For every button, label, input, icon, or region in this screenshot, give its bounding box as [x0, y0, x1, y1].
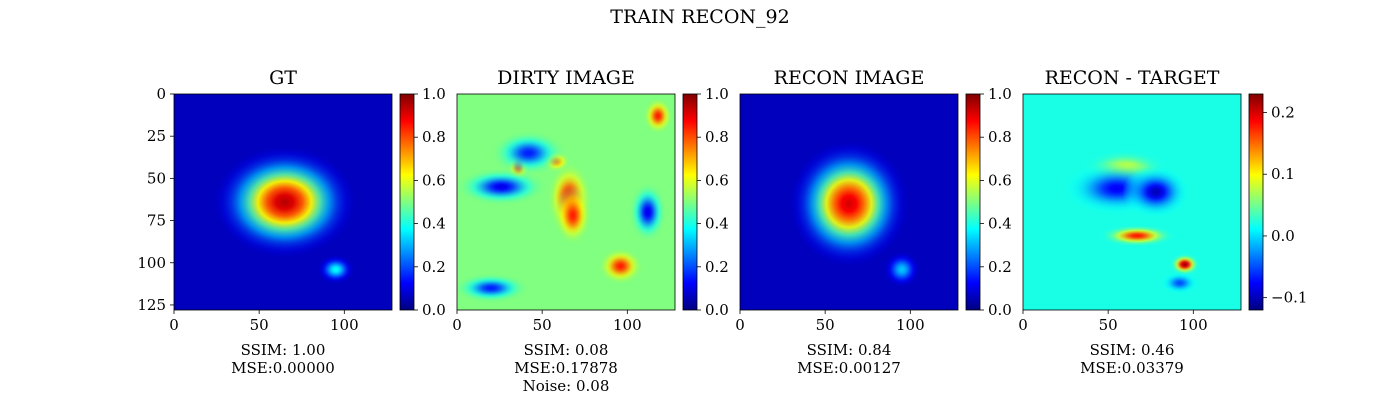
- colorbar-tick-label: 1.0: [705, 85, 729, 103]
- heatmap-feature: [213, 146, 356, 258]
- colorbar-tick-label: 0.0: [988, 301, 1012, 319]
- heatmap-panel-0: 0 50 100 0 25 50 75 100 125: [137, 85, 393, 334]
- x-tick-label: 50: [250, 316, 269, 334]
- colorbar-tick-label: 1.0: [988, 85, 1012, 103]
- stat-mse: MSE:0.00000: [231, 359, 335, 377]
- stats-residual: SSIM: 0.46 MSE:0.03379: [1032, 341, 1232, 377]
- y-tick-label: 125: [137, 296, 166, 314]
- colorbar-tick-label: 0.2: [705, 258, 729, 276]
- stats-dirty: SSIM: 0.08 MSE:0.17878 Noise: 0.08: [466, 341, 666, 395]
- colorbar-0: 0.0 0.2 0.4 0.6 0.8 1.0: [399, 85, 446, 319]
- stat-ssim: SSIM: 1.00: [240, 341, 326, 359]
- x-tick-label: 100: [1179, 316, 1208, 334]
- colorbar-tick-label: 0.6: [988, 171, 1012, 189]
- stat-mse: MSE:0.03379: [1080, 359, 1184, 377]
- colorbar-tick-label: 0.1: [1271, 165, 1295, 183]
- colorbar-tick-label: 0.2: [1271, 104, 1295, 122]
- heatmap-feature: [1160, 271, 1199, 295]
- colorbar-tick-label: 0.8: [422, 128, 446, 146]
- axes-frame: [173, 93, 393, 311]
- colorbar-tick-label: 0.4: [705, 215, 729, 233]
- heatmap-feature: [317, 254, 355, 285]
- colorbar-tick-label: 0.0: [1271, 227, 1295, 245]
- heatmap-feature: [629, 182, 667, 242]
- stat-ssim: SSIM: 0.46: [1089, 341, 1175, 359]
- colorbar-2: 0.0 0.2 0.4 0.6 0.8 1.0: [965, 85, 1012, 319]
- colorbar-tick-label: 0.4: [988, 215, 1012, 233]
- stats-gt: SSIM: 1.00 MSE:0.00000: [183, 341, 383, 377]
- heatmap-panel-3: 0 50 100: [1018, 93, 1242, 334]
- colorbar-tick-label: 0.4: [422, 215, 446, 233]
- heatmap-feature: [883, 250, 921, 289]
- y-tick-label: 0: [156, 85, 166, 103]
- y-tick-label: 100: [137, 254, 166, 272]
- heatmap-feature: [457, 273, 529, 303]
- heatmap-panel-1: 0 50 100: [452, 93, 676, 334]
- x-tick-label: 50: [1099, 316, 1118, 334]
- y-tick-label: 25: [147, 127, 166, 145]
- heatmap-feature: [1169, 253, 1200, 276]
- stat-ssim: SSIM: 0.84: [806, 341, 892, 359]
- x-tick-label: 50: [816, 316, 835, 334]
- axes-frame: [456, 93, 676, 311]
- panel-title-gt: GT: [269, 67, 297, 89]
- stat-ssim: SSIM: 0.08: [523, 341, 609, 359]
- panel-title-recon: RECON IMAGE: [773, 67, 925, 89]
- colorbar-3: 0.2 0.1 0.0 −0.1: [1248, 93, 1307, 311]
- x-tick-label: 50: [533, 316, 552, 334]
- heatmap-feature: [457, 168, 547, 206]
- axes-frame: [1022, 93, 1242, 311]
- heatmap-feature: [642, 97, 673, 135]
- colorbar-tick-label: 0.2: [988, 258, 1012, 276]
- colorbar-tick-label: 0.0: [422, 301, 446, 319]
- colorbar-1: 0.0 0.2 0.4 0.6 0.8 1.0: [682, 85, 729, 319]
- heatmap-feature: [598, 247, 643, 285]
- axes-frame: [739, 93, 959, 311]
- x-tick-label: 0: [735, 316, 745, 334]
- x-tick-label: 100: [896, 316, 925, 334]
- stats-recon: SSIM: 0.84 MSE:0.00127: [749, 341, 949, 377]
- colorbar-tick-label: 0.6: [422, 171, 446, 189]
- colorbar-tick-label: 0.6: [705, 171, 729, 189]
- x-tick-label: 0: [169, 316, 179, 334]
- x-tick-label: 100: [330, 316, 359, 334]
- panel-title-residual: RECON - TARGET: [1044, 67, 1220, 89]
- colorbar-gradient: [965, 93, 981, 311]
- x-tick-label: 0: [452, 316, 462, 334]
- heatmap-feature: [554, 185, 592, 246]
- heatmap-feature: [1099, 224, 1175, 247]
- colorbar-tick-label: 0.8: [988, 128, 1012, 146]
- colorbar-gradient: [1248, 93, 1264, 311]
- heatmap-feature: [789, 140, 909, 267]
- colorbar-tick-label: 0.8: [705, 128, 729, 146]
- colorbar-tick-label: 1.0: [422, 85, 446, 103]
- panel-title-dirty: DIRTY IMAGE: [497, 67, 635, 89]
- heatmap-feature: [1122, 165, 1190, 218]
- colorbar-gradient: [682, 93, 698, 311]
- x-tick-label: 0: [1018, 316, 1028, 334]
- colorbar-gradient: [399, 93, 415, 311]
- stat-mse: MSE:0.00127: [797, 359, 901, 377]
- x-tick-label: 100: [613, 316, 642, 334]
- stat-noise: Noise: 0.08: [522, 377, 610, 395]
- y-tick-label: 75: [147, 212, 166, 230]
- stat-mse: MSE:0.17878: [514, 359, 618, 377]
- y-tick-label: 50: [147, 169, 166, 187]
- heatmap-panel-2: 0 50 100: [735, 93, 959, 334]
- colorbar-tick-label: 0.0: [705, 301, 729, 319]
- heatmap-feature: [491, 130, 566, 176]
- colorbar-tick-label: −0.1: [1271, 289, 1307, 307]
- colorbar-tick-label: 0.2: [422, 258, 446, 276]
- figure-title: TRAIN RECON_92: [610, 6, 790, 28]
